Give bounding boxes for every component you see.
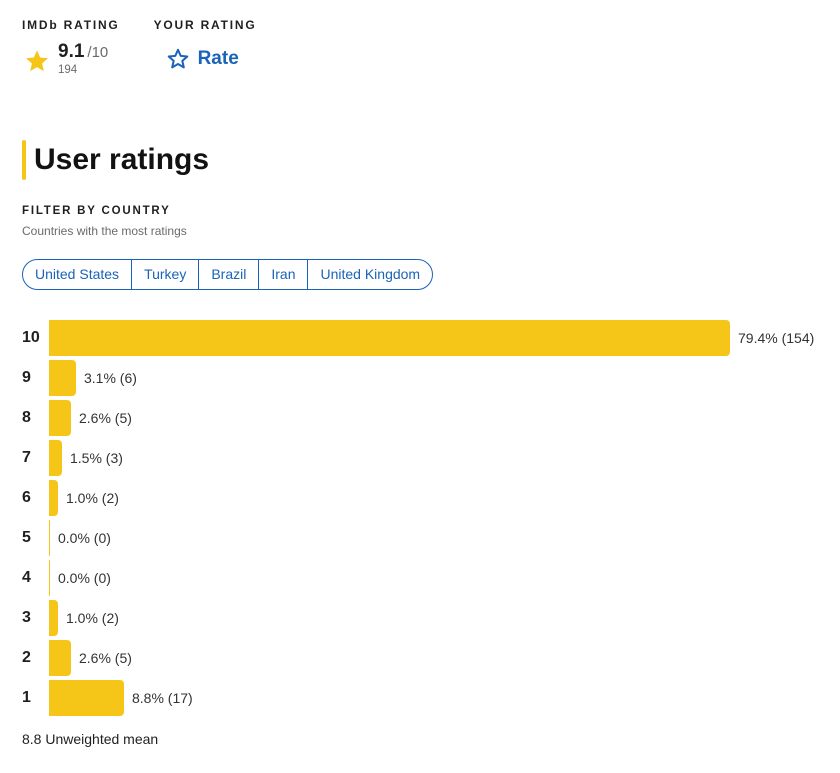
histogram-rating-label-7: 7	[22, 449, 31, 466]
imdb-score-max: /10	[87, 44, 109, 61]
country-chip-iran[interactable]: Iran	[258, 260, 307, 289]
imdb-rating-label: IMDb RATING	[22, 18, 120, 32]
histogram-rating-label-10: 10	[22, 329, 40, 346]
histogram-rating-label-9: 9	[22, 369, 31, 386]
filter-subtitle: Countries with the most ratings	[22, 224, 187, 238]
histogram-rating-label-4: 4	[22, 569, 31, 586]
histogram-rating-label-3: 3	[22, 609, 31, 626]
histogram-rating-label-2: 2	[22, 649, 31, 666]
histogram-rating-label-8: 8	[22, 409, 31, 426]
histogram-rating-label-6: 6	[22, 489, 31, 506]
country-chip-turkey[interactable]: Turkey	[131, 260, 198, 289]
imdb-rating-values: 9.1/10 194	[58, 42, 108, 76]
histogram-rating-label-1: 1	[22, 689, 31, 706]
country-chip-brazil[interactable]: Brazil	[198, 260, 258, 289]
histogram-bar-8[interactable]	[49, 400, 71, 436]
histogram-value-label-9: 3.1% (6)	[84, 370, 137, 386]
histogram-row-8: 8 2.6% (5)	[0, 398, 840, 438]
histogram-value-label-10: 79.4% (154)	[738, 330, 815, 346]
histogram-bar-4[interactable]	[49, 560, 50, 596]
histogram-bar-3[interactable]	[49, 600, 58, 636]
histogram-value-label-5: 0.0% (0)	[58, 530, 111, 546]
histogram-bar-5[interactable]	[49, 520, 50, 556]
histogram-bar-9[interactable]	[49, 360, 76, 396]
page-title: User ratings	[34, 143, 210, 176]
imdb-rating-row: 9.1/10 194	[22, 42, 120, 76]
rating-header: IMDb RATING 9.1/10 194 YOUR RATING Rate	[22, 18, 257, 76]
star-filled-icon	[26, 50, 48, 72]
histogram-row-7: 7 1.5% (3)	[0, 438, 840, 478]
filter-label: FILTER BY COUNTRY	[22, 205, 171, 217]
histogram-bar-2[interactable]	[49, 640, 71, 676]
imdb-rating: IMDb RATING 9.1/10 194	[22, 18, 120, 76]
histogram-value-label-8: 2.6% (5)	[79, 410, 132, 426]
histogram-row-10: 10 79.4% (154)	[0, 318, 840, 358]
histogram-value-label-7: 1.5% (3)	[70, 450, 123, 466]
histogram-row-6: 6 1.0% (2)	[0, 478, 840, 518]
histogram-value-label-6: 1.0% (2)	[66, 490, 119, 506]
unweighted-mean: 8.8 Unweighted mean	[22, 731, 159, 747]
histogram-row-3: 3 1.0% (2)	[0, 598, 840, 638]
country-filter-chips: United States Turkey Brazil Iran United …	[22, 259, 434, 290]
imdb-vote-count: 194	[58, 64, 78, 76]
histogram-value-label-1: 8.8% (17)	[132, 690, 193, 706]
star-outline-icon	[167, 48, 188, 69]
histogram-bar-10[interactable]	[49, 320, 730, 356]
your-rating-label: YOUR RATING	[153, 18, 257, 32]
histogram-row-2: 2 2.6% (5)	[0, 638, 840, 678]
histogram-row-1: 1 8.8% (17)	[0, 678, 840, 718]
rate-button-label: Rate	[197, 48, 239, 69]
section-heading: User ratings	[22, 140, 209, 180]
rate-button[interactable]: Rate	[166, 47, 257, 71]
histogram-row-4: 4 0.0% (0)	[0, 558, 840, 598]
country-chip-united-kingdom[interactable]: United Kingdom	[307, 260, 432, 289]
histogram-value-label-4: 0.0% (0)	[58, 570, 111, 586]
histogram-value-label-3: 1.0% (2)	[66, 610, 119, 626]
imdb-score: 9.1	[58, 41, 85, 62]
histogram-bar-7[interactable]	[49, 440, 62, 476]
histogram-rating-label-5: 5	[22, 529, 31, 546]
histogram-row-5: 5 0.0% (0)	[0, 518, 840, 558]
ratings-histogram: 10 79.4% (154) 9 3.1% (6) 8 2.6% (5) 7 1.5% (3)…	[0, 318, 840, 718]
your-rating: YOUR RATING Rate	[154, 18, 257, 76]
histogram-bar-1[interactable]	[49, 680, 124, 716]
histogram-value-label-2: 2.6% (5)	[79, 650, 132, 666]
histogram-bar-6[interactable]	[49, 480, 58, 516]
histogram-row-9: 9 3.1% (6)	[0, 358, 840, 398]
section-title-accent	[22, 140, 26, 180]
country-chip-united-states[interactable]: United States	[35, 266, 120, 282]
